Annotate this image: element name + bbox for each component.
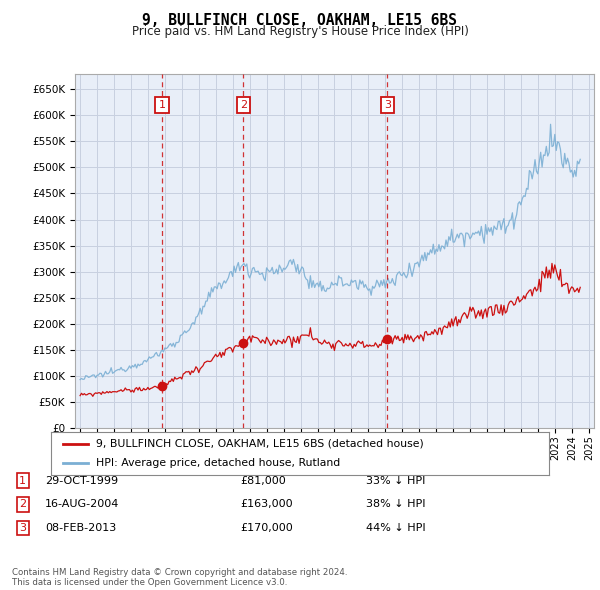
Text: 1: 1 (19, 476, 26, 486)
Text: £170,000: £170,000 (240, 523, 293, 533)
Text: 3: 3 (384, 100, 391, 110)
Text: 3: 3 (19, 523, 26, 533)
Text: HPI: Average price, detached house, Rutland: HPI: Average price, detached house, Rutl… (96, 458, 340, 468)
Text: Contains HM Land Registry data © Crown copyright and database right 2024.
This d: Contains HM Land Registry data © Crown c… (12, 568, 347, 587)
Text: 29-OCT-1999: 29-OCT-1999 (45, 476, 118, 486)
Text: 1: 1 (158, 100, 166, 110)
Text: £163,000: £163,000 (240, 500, 293, 509)
Text: 16-AUG-2004: 16-AUG-2004 (45, 500, 119, 509)
Text: 38% ↓ HPI: 38% ↓ HPI (366, 500, 425, 509)
Text: 9, BULLFINCH CLOSE, OAKHAM, LE15 6BS (detached house): 9, BULLFINCH CLOSE, OAKHAM, LE15 6BS (de… (96, 439, 424, 449)
Text: 9, BULLFINCH CLOSE, OAKHAM, LE15 6BS: 9, BULLFINCH CLOSE, OAKHAM, LE15 6BS (143, 13, 458, 28)
Text: 2: 2 (19, 500, 26, 509)
Text: 08-FEB-2013: 08-FEB-2013 (45, 523, 116, 533)
Text: 2: 2 (239, 100, 247, 110)
Text: 33% ↓ HPI: 33% ↓ HPI (366, 476, 425, 486)
Text: Price paid vs. HM Land Registry's House Price Index (HPI): Price paid vs. HM Land Registry's House … (131, 25, 469, 38)
Text: £81,000: £81,000 (240, 476, 286, 486)
Text: 44% ↓ HPI: 44% ↓ HPI (366, 523, 425, 533)
